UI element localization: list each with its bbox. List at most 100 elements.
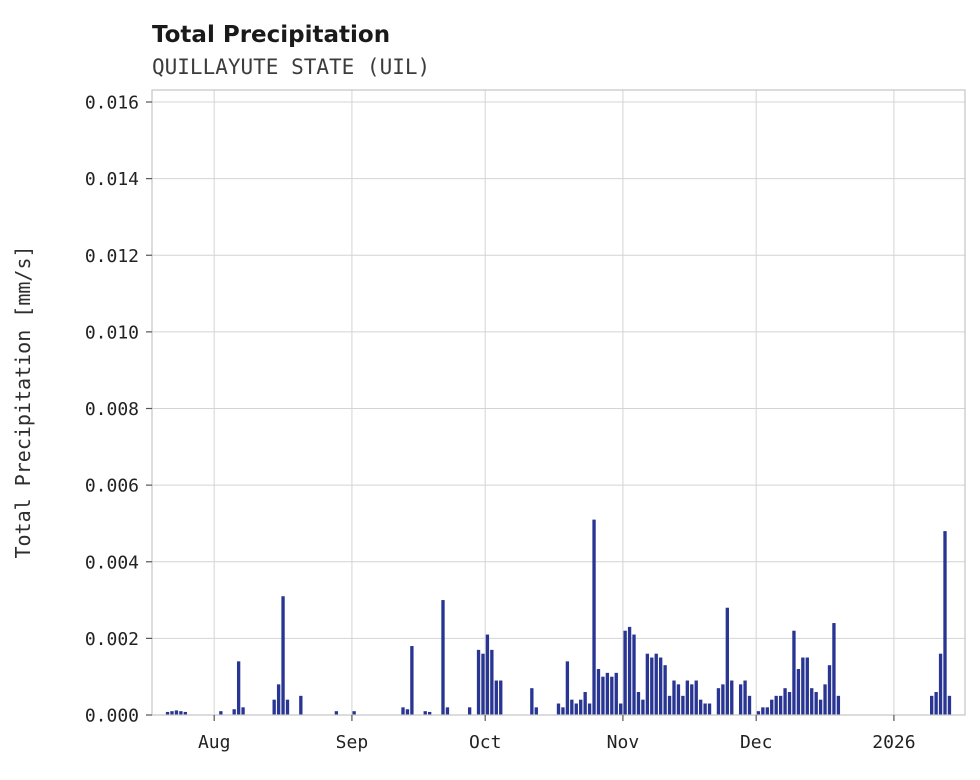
precip-bar (792, 630, 796, 715)
precip-bar (334, 711, 339, 715)
precip-bar (561, 707, 565, 715)
y-tick-label: 0.010 (85, 322, 139, 343)
precip-bar (281, 596, 285, 715)
precip-bar (636, 692, 641, 715)
y-tick-label: 0.006 (85, 476, 139, 497)
precip-bar (654, 653, 658, 715)
x-tick-label: Aug (198, 732, 231, 753)
precip-bar (716, 688, 721, 715)
precip-bar (272, 699, 276, 715)
precip-bar (818, 699, 823, 715)
precip-bar (672, 680, 676, 715)
precip-bar (481, 653, 485, 715)
y-tick-label: 0.008 (85, 399, 139, 420)
chart-subtitle: QUILLAYUTE STATE (UIL) (152, 55, 430, 79)
precip-bar (756, 711, 761, 715)
y-axis-label: Total Precipitation [mm/s] (11, 245, 35, 558)
precip-bar (485, 634, 490, 715)
precipitation-bars (165, 519, 952, 715)
precip-bar (494, 680, 498, 715)
precip-bar (787, 692, 792, 715)
precip-bar (632, 634, 636, 715)
precip-bar (179, 711, 183, 715)
precip-bar (765, 707, 769, 715)
precip-bar (730, 680, 734, 715)
precip-bar (423, 711, 427, 715)
precip-bar (930, 695, 934, 715)
plot-border (151, 89, 966, 716)
precip-bar (276, 684, 281, 715)
precip-bar (796, 669, 801, 715)
precip-bar (778, 695, 783, 715)
precip-bar (641, 699, 645, 715)
x-tick-label: Nov (607, 732, 640, 753)
precip-bar (814, 692, 818, 715)
precip-bar (774, 695, 778, 715)
precip-bar (299, 695, 303, 715)
y-tick-label: 0.014 (85, 169, 139, 190)
precip-bar (827, 665, 832, 715)
plot-area: 0.000 0.002 0.004 0.006 0.008 0.010 0.012 0.014… (85, 89, 966, 754)
precip-bar (565, 661, 570, 715)
precip-bar (707, 703, 712, 715)
precip-bar (805, 657, 809, 715)
precip-bar (703, 703, 707, 715)
precip-bar (823, 684, 827, 715)
precip-bar (694, 680, 698, 715)
precip-bar (619, 703, 623, 715)
precip-bar (690, 684, 694, 715)
chart-title: Total Precipitation (152, 22, 390, 48)
precip-bar (601, 676, 605, 715)
precip-bar (667, 695, 672, 715)
precip-bar (183, 711, 187, 715)
precip-bar (659, 657, 663, 715)
precip-bar (938, 653, 943, 715)
precip-bar (352, 711, 356, 715)
precip-bar (236, 661, 241, 715)
plot-frame (151, 89, 966, 716)
precip-bar (943, 531, 947, 715)
precip-bar (583, 692, 587, 715)
precip-bar (743, 680, 747, 715)
precip-bar (721, 684, 725, 715)
precip-bar (556, 703, 561, 715)
precip-bar (596, 669, 601, 715)
precip-bar (490, 649, 494, 715)
y-tick-label: 0.012 (85, 246, 139, 267)
precip-bar (783, 688, 787, 715)
precip-bar (174, 710, 179, 715)
precip-bar (241, 707, 245, 715)
y-tick-label: 0.000 (85, 706, 139, 727)
y-tick-label: 0.004 (85, 552, 139, 573)
precip-bar (170, 711, 174, 715)
precip-bar (530, 688, 534, 715)
precip-bar (650, 657, 654, 715)
precip-bar (770, 699, 774, 715)
precip-bar (499, 680, 503, 715)
precip-bar (947, 695, 952, 715)
precip-bar (836, 695, 841, 715)
precip-bar (285, 699, 290, 715)
precip-bar (445, 707, 450, 715)
x-tick-label: Dec (740, 732, 773, 753)
axis-ticks-and-labels: 0.000 0.002 0.004 0.006 0.008 0.010 0.012 0.014… (85, 93, 916, 754)
precip-bar (681, 695, 685, 715)
precip-bar (570, 699, 574, 715)
precip-bar (761, 707, 765, 715)
precip-bar (428, 711, 432, 715)
precip-bar (605, 672, 610, 715)
precip-bar (934, 692, 938, 715)
precip-bar (663, 665, 667, 715)
precip-bar (401, 707, 405, 715)
precip-bar (476, 649, 481, 715)
precip-bar (441, 600, 445, 715)
x-tick-label: Sep (336, 732, 369, 753)
precip-bar (219, 711, 223, 715)
precip-bar (467, 707, 472, 715)
precip-bar (405, 709, 410, 715)
precip-bar (645, 653, 650, 715)
precip-bar (165, 711, 170, 715)
precip-bar (534, 707, 538, 715)
precip-bar (614, 672, 618, 715)
